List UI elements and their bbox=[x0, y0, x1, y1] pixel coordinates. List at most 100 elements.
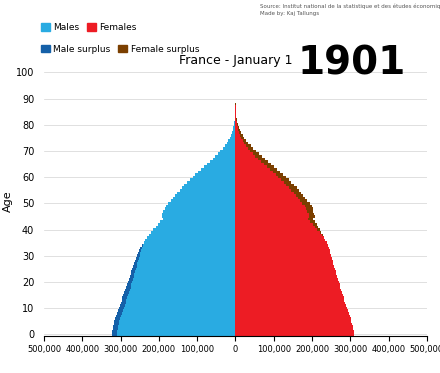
Bar bbox=[137, 265, 235, 267]
Bar bbox=[235, 307, 347, 310]
Bar bbox=[144, 241, 235, 244]
Bar bbox=[235, 310, 348, 312]
Bar bbox=[137, 254, 140, 257]
Bar bbox=[278, 176, 286, 179]
Bar bbox=[137, 262, 235, 265]
Bar bbox=[235, 304, 346, 307]
Bar bbox=[123, 294, 128, 297]
Bar bbox=[132, 280, 235, 283]
Bar bbox=[275, 173, 283, 176]
Bar bbox=[171, 200, 235, 202]
Bar bbox=[235, 239, 325, 241]
Bar bbox=[131, 273, 134, 275]
Bar bbox=[158, 223, 235, 226]
Bar bbox=[235, 207, 306, 210]
Bar bbox=[239, 131, 241, 134]
Bar bbox=[140, 252, 235, 254]
Bar bbox=[143, 241, 144, 244]
Bar bbox=[235, 123, 237, 126]
Bar bbox=[308, 213, 314, 215]
Bar bbox=[169, 202, 235, 205]
Bar bbox=[193, 176, 235, 179]
Bar bbox=[129, 278, 133, 280]
Bar bbox=[138, 260, 235, 262]
Bar bbox=[223, 147, 235, 150]
Bar bbox=[118, 310, 123, 312]
Bar bbox=[130, 275, 134, 278]
Bar bbox=[235, 260, 333, 262]
Bar bbox=[235, 244, 328, 247]
Bar bbox=[304, 205, 312, 207]
Bar bbox=[235, 179, 281, 181]
Bar bbox=[235, 254, 331, 257]
Bar bbox=[175, 194, 235, 197]
Title: France - January 1: France - January 1 bbox=[179, 54, 292, 67]
Bar bbox=[218, 152, 235, 155]
Bar bbox=[125, 304, 235, 307]
Bar bbox=[246, 144, 251, 147]
Bar bbox=[156, 226, 235, 228]
Bar bbox=[201, 168, 235, 170]
Bar bbox=[235, 213, 308, 215]
Bar bbox=[235, 257, 332, 260]
Bar bbox=[147, 236, 235, 239]
Bar bbox=[235, 302, 345, 304]
Bar bbox=[165, 207, 235, 210]
Bar bbox=[311, 220, 315, 223]
Bar bbox=[235, 116, 236, 118]
Bar bbox=[284, 181, 291, 184]
Text: 1901: 1901 bbox=[298, 45, 406, 83]
Bar bbox=[120, 304, 125, 307]
Bar bbox=[235, 168, 270, 170]
Bar bbox=[139, 249, 141, 252]
Bar bbox=[235, 131, 239, 134]
Bar bbox=[235, 197, 298, 200]
Bar bbox=[119, 307, 124, 310]
Bar bbox=[296, 194, 303, 197]
Bar bbox=[136, 267, 235, 270]
Bar bbox=[163, 210, 235, 213]
Bar bbox=[121, 315, 235, 317]
Bar bbox=[235, 328, 353, 330]
Bar bbox=[235, 184, 286, 186]
Bar bbox=[117, 330, 235, 333]
Bar bbox=[302, 202, 310, 205]
Bar bbox=[134, 273, 235, 275]
Bar bbox=[139, 257, 235, 260]
Y-axis label: Age: Age bbox=[3, 191, 13, 212]
Bar bbox=[235, 226, 315, 228]
Bar bbox=[230, 137, 235, 139]
Bar bbox=[204, 165, 235, 168]
Bar bbox=[119, 320, 235, 323]
Bar bbox=[235, 325, 352, 328]
Bar bbox=[235, 189, 291, 192]
Bar bbox=[228, 139, 235, 142]
Bar bbox=[289, 186, 297, 189]
Bar bbox=[235, 218, 308, 220]
Bar bbox=[113, 328, 118, 330]
Bar bbox=[160, 220, 235, 223]
Bar bbox=[220, 150, 235, 152]
Bar bbox=[125, 302, 235, 304]
Bar bbox=[177, 192, 235, 194]
Bar bbox=[122, 297, 127, 299]
Bar bbox=[131, 283, 235, 286]
Bar bbox=[124, 291, 129, 294]
Bar bbox=[198, 170, 235, 173]
Bar bbox=[235, 160, 260, 163]
Bar bbox=[235, 147, 248, 150]
Bar bbox=[118, 325, 235, 328]
Bar bbox=[125, 289, 130, 291]
Bar bbox=[235, 299, 345, 302]
Bar bbox=[235, 330, 354, 333]
Bar bbox=[272, 170, 280, 173]
Bar bbox=[235, 241, 326, 244]
Bar bbox=[128, 280, 132, 283]
Bar bbox=[235, 176, 278, 179]
Bar bbox=[213, 157, 235, 160]
Bar bbox=[142, 247, 235, 249]
Bar bbox=[235, 317, 351, 320]
Bar bbox=[235, 283, 340, 286]
Bar bbox=[281, 179, 289, 181]
Bar bbox=[135, 270, 235, 273]
